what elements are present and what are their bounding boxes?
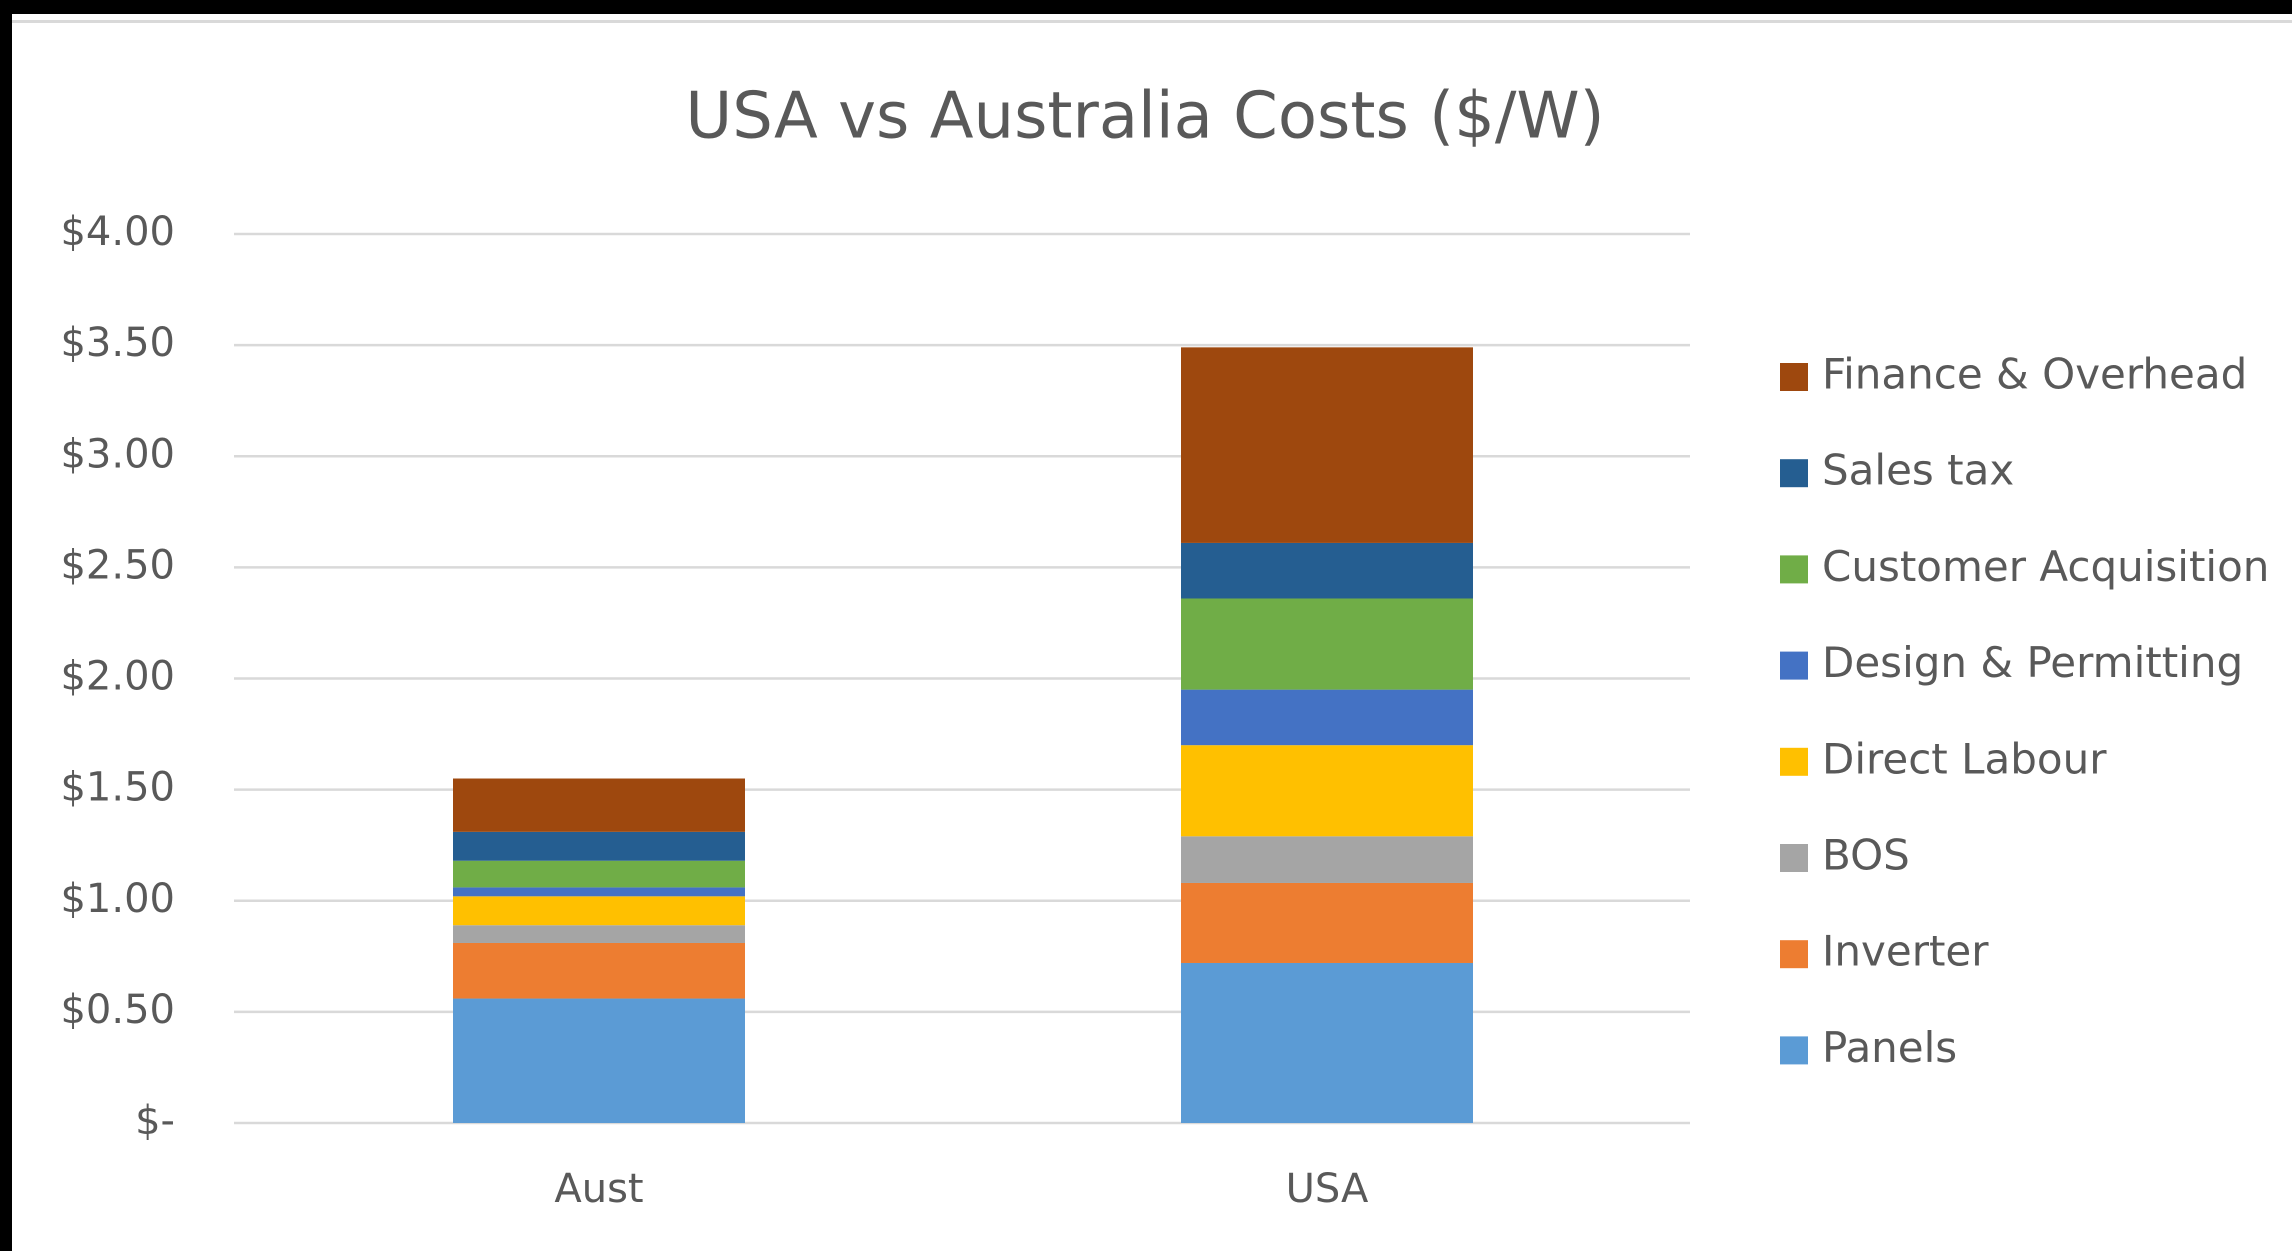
bar-segment	[1181, 598, 1473, 690]
chart-title: USA vs Australia Costs ($/W)	[685, 80, 1604, 154]
legend-label: Design & Permitting	[1822, 638, 2243, 687]
bar-segment	[453, 831, 745, 861]
bar-segment	[1181, 962, 1473, 1123]
legend-swatch	[1780, 1036, 1808, 1065]
legend-label: Customer Acquisition	[1822, 542, 2269, 591]
legend-label: Direct Labour	[1822, 734, 2107, 783]
legend-swatch	[1780, 844, 1808, 872]
legend-swatch	[1780, 555, 1808, 584]
bar-segment	[453, 887, 745, 897]
y-tick-label: $1.00	[60, 876, 175, 922]
y-tick-label: $3.00	[60, 431, 175, 477]
y-tick-label: $3.50	[60, 320, 175, 366]
x-tick-label: USA	[1286, 1166, 1369, 1212]
bar-segment	[1181, 745, 1473, 837]
bar-segment	[453, 998, 745, 1123]
bar-segment	[1181, 882, 1473, 963]
bar-segment	[453, 896, 745, 926]
legend-swatch	[1780, 940, 1808, 969]
top-border	[12, 20, 2292, 23]
legend-swatch	[1780, 747, 1808, 776]
chart-background	[12, 14, 2292, 1251]
legend-label: Inverter	[1822, 927, 1989, 976]
y-tick-label: $2.50	[60, 542, 175, 588]
bar-segment	[453, 778, 745, 832]
legend-swatch	[1780, 363, 1808, 391]
bar-segment	[1181, 347, 1473, 543]
bar-segment	[453, 942, 745, 999]
legend-swatch	[1780, 459, 1808, 488]
bar-segment	[453, 925, 745, 943]
legend-label: Panels	[1822, 1023, 1957, 1072]
bar-segment	[453, 860, 745, 888]
y-tick-label: $4.00	[60, 209, 175, 255]
legend-label: BOS	[1822, 831, 1910, 880]
y-tick-label: $0.50	[60, 987, 175, 1033]
y-tick-label: $2.00	[60, 654, 175, 700]
y-tick-label: $1.50	[60, 765, 175, 811]
legend-swatch	[1780, 651, 1808, 680]
bar-segment	[1181, 689, 1473, 746]
legend-label: Finance & Overhead	[1822, 350, 2247, 399]
legend-label: Sales tax	[1822, 446, 2014, 495]
bar-segment	[1181, 836, 1473, 883]
bar-segment	[1181, 542, 1473, 599]
x-tick-label: Aust	[554, 1166, 643, 1212]
y-tick-label: $-	[135, 1098, 175, 1144]
